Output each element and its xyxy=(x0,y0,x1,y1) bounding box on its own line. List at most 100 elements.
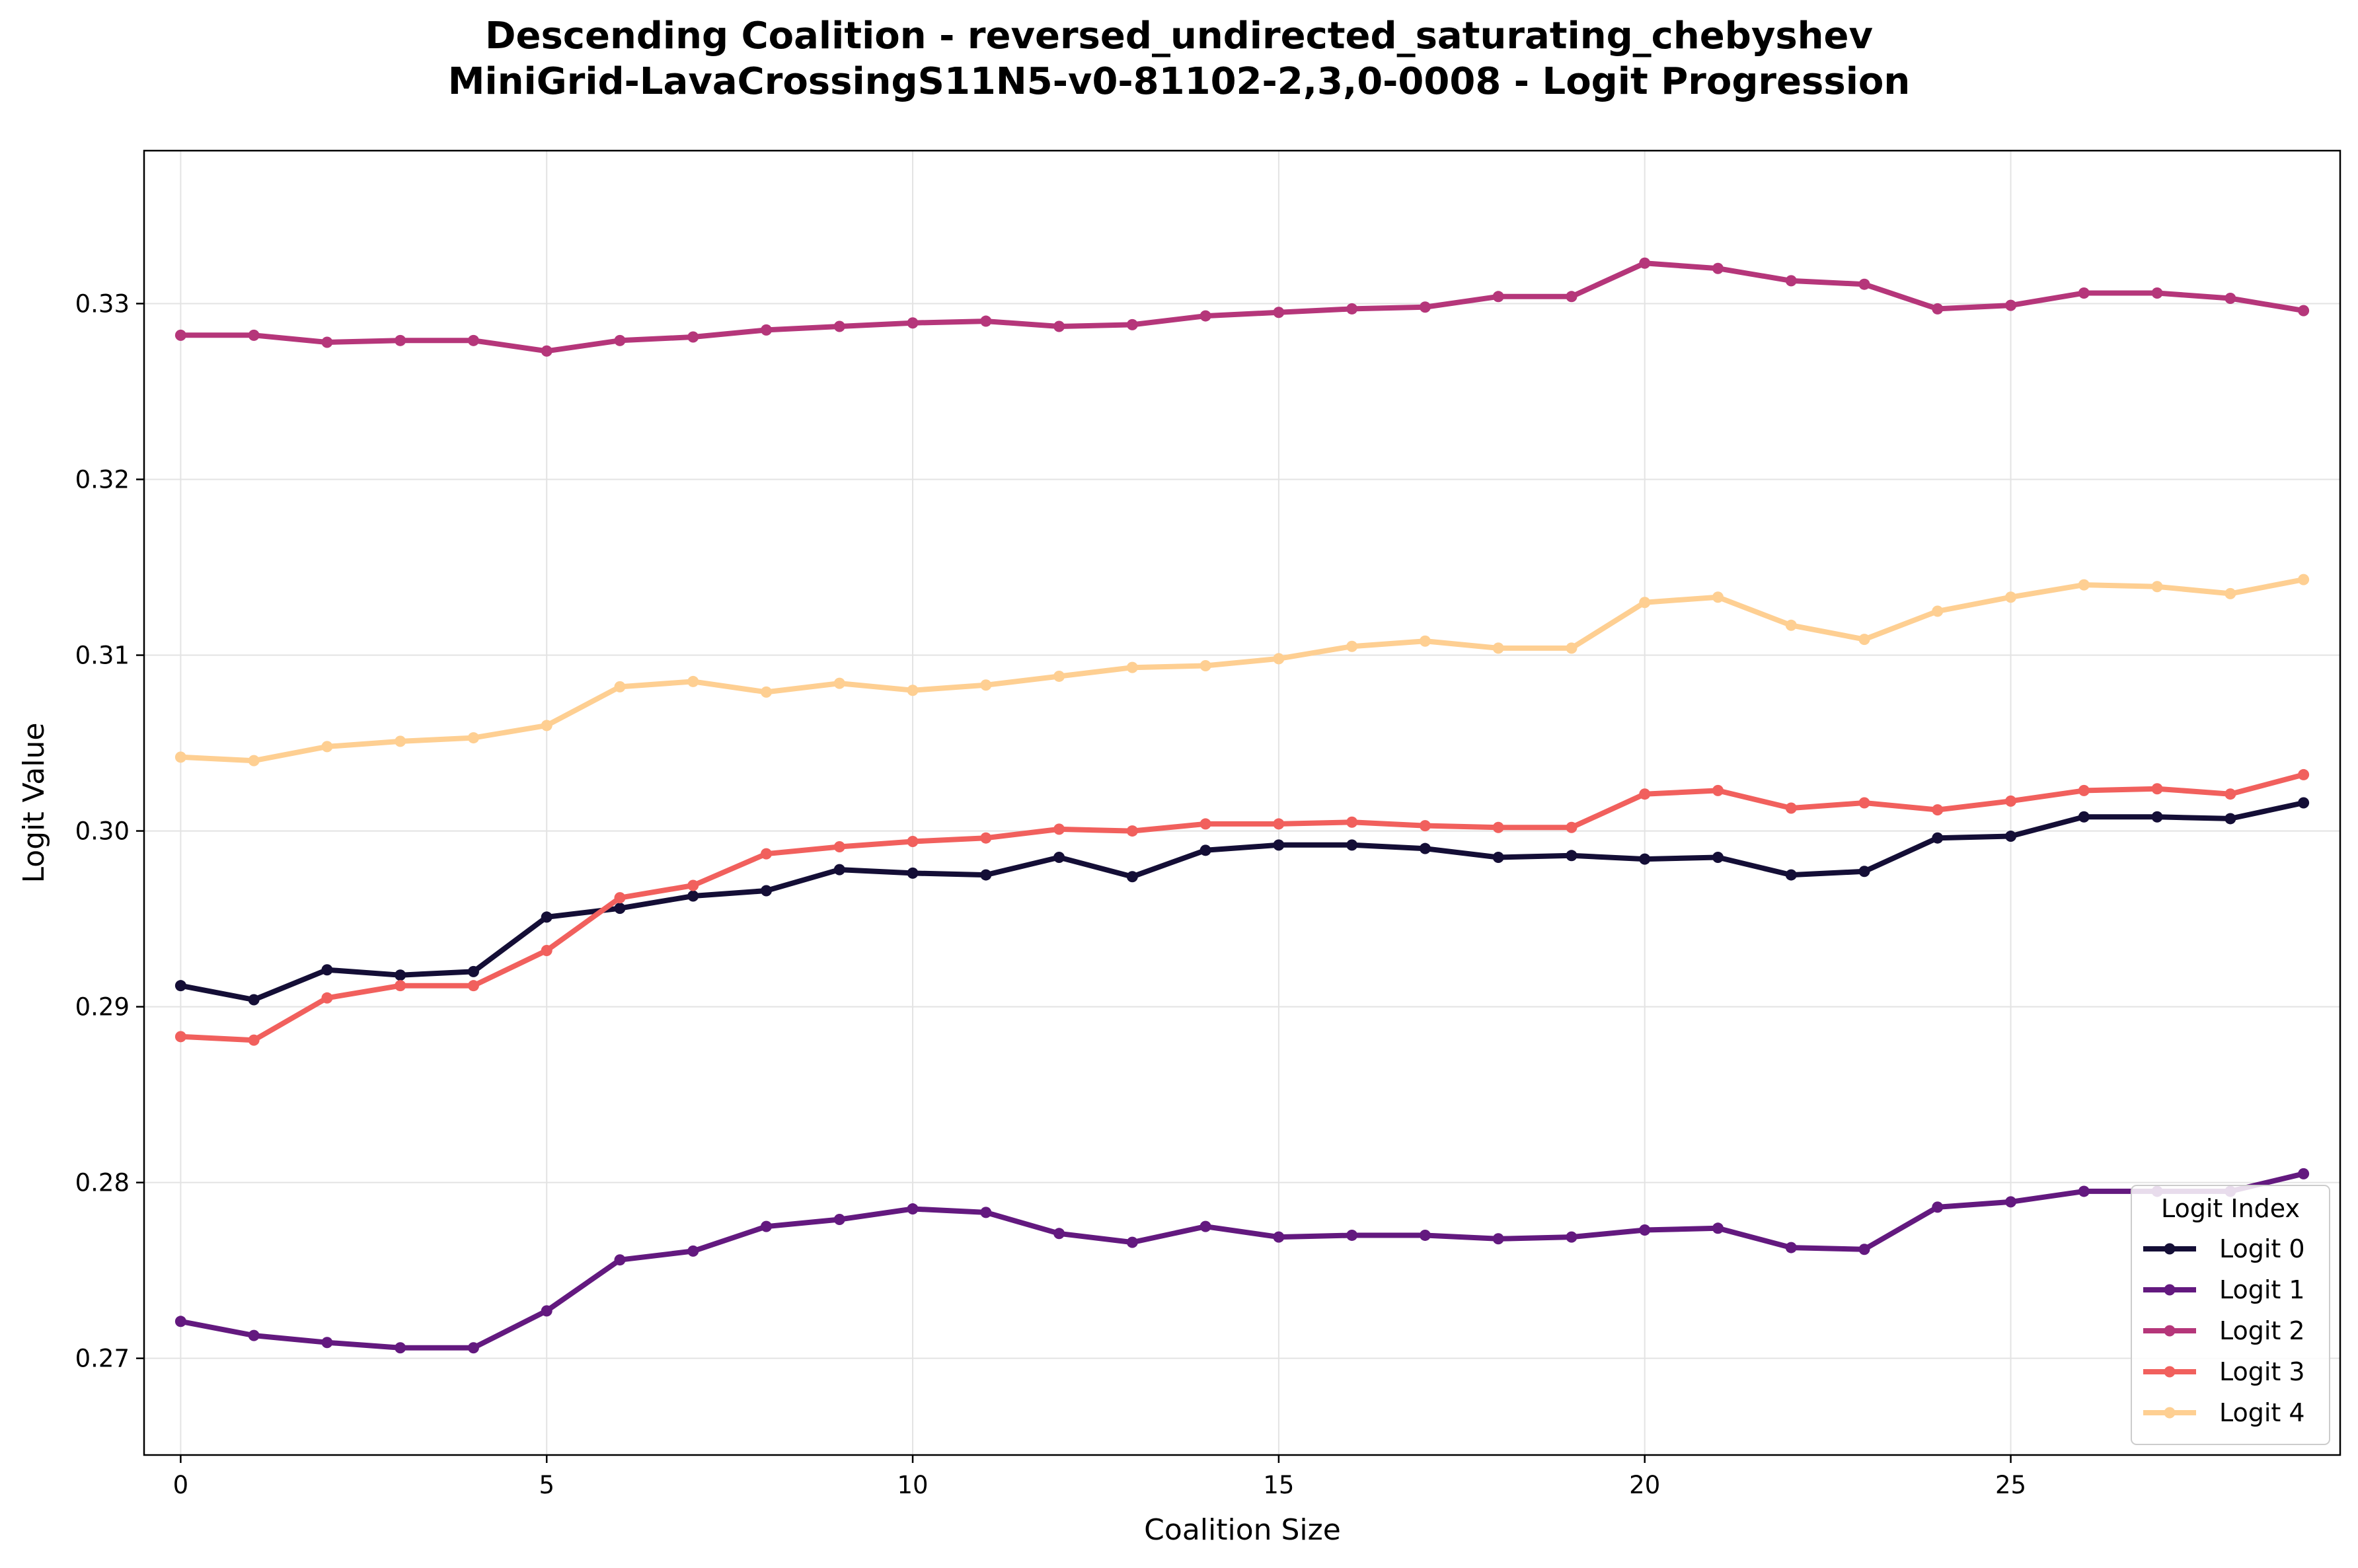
legend: Logit Index Logit 0 Logit 1 Logit 2 Logit 3… xyxy=(2131,1185,2330,1445)
series-logit-1 xyxy=(174,1168,2310,1354)
data-point xyxy=(1492,642,1504,654)
data-point xyxy=(1199,818,1211,830)
data-point xyxy=(2078,784,2090,796)
data-point xyxy=(1785,869,1797,881)
data-point xyxy=(2298,768,2310,780)
data-point xyxy=(1346,839,1358,851)
data-point xyxy=(1199,1220,1211,1232)
x-tick-label: 0 xyxy=(173,1471,189,1499)
plot-frame xyxy=(143,149,2341,1456)
series-line xyxy=(178,1171,2306,1351)
data-point xyxy=(2151,811,2163,823)
data-point xyxy=(1785,1242,1797,1253)
legend-marker xyxy=(2164,1366,2176,1378)
series-logit-4 xyxy=(174,574,2310,766)
data-point xyxy=(1712,1222,1724,1234)
data-point xyxy=(1199,659,1211,671)
data-point xyxy=(321,741,333,753)
data-point xyxy=(2151,287,2163,299)
y-tick-label: 0.29 xyxy=(75,993,130,1022)
data-point xyxy=(1712,851,1724,863)
data-point xyxy=(395,969,406,981)
data-point xyxy=(1126,661,1138,673)
data-point xyxy=(467,1342,479,1354)
data-point xyxy=(614,903,626,915)
x-tick-label: 15 xyxy=(1263,1471,1294,1499)
data-point xyxy=(907,685,919,696)
data-point xyxy=(1566,850,1578,862)
data-point xyxy=(467,980,479,992)
data-point xyxy=(980,315,992,327)
data-point xyxy=(174,329,186,341)
data-point xyxy=(1566,1231,1578,1243)
data-point xyxy=(1346,303,1358,315)
data-point xyxy=(1053,1228,1065,1240)
data-point xyxy=(1419,301,1431,313)
y-tick-label: 0.28 xyxy=(75,1169,130,1197)
data-point xyxy=(761,885,773,897)
legend-label: Logit 1 xyxy=(2219,1275,2305,1304)
data-point xyxy=(1492,821,1504,833)
data-point xyxy=(321,992,333,1004)
data-point xyxy=(248,1034,260,1046)
data-point xyxy=(1419,635,1431,647)
data-point xyxy=(761,848,773,860)
data-point xyxy=(687,331,699,343)
chart-title-line-1: Descending Coalition - reversed_undirect… xyxy=(485,15,1873,57)
data-point xyxy=(2151,783,2163,795)
y-axis-label: Logit Value xyxy=(17,723,51,883)
data-point xyxy=(1932,605,1944,617)
data-point xyxy=(1785,619,1797,631)
data-point xyxy=(321,964,333,976)
data-point xyxy=(1932,303,1944,315)
legend-items: Logit 0 Logit 1 Logit 2 Logit 3 Logit 4 xyxy=(2143,1234,2305,1427)
series-logit-3 xyxy=(174,768,2310,1046)
data-point xyxy=(1785,802,1797,814)
data-point xyxy=(1346,640,1358,652)
data-point xyxy=(174,980,186,992)
data-point xyxy=(174,1031,186,1043)
data-point xyxy=(1566,291,1578,303)
data-point xyxy=(980,679,992,691)
x-axis-label: Coalition Size xyxy=(1144,1513,1341,1547)
data-point xyxy=(833,677,845,689)
data-point xyxy=(614,892,626,904)
data-point xyxy=(248,1329,260,1341)
data-point xyxy=(1126,825,1138,837)
data-point xyxy=(907,867,919,879)
data-point xyxy=(1712,262,1724,274)
data-point xyxy=(467,965,479,977)
data-point xyxy=(248,994,260,1006)
data-point xyxy=(687,1245,699,1257)
data-point xyxy=(1492,291,1504,303)
data-point xyxy=(1492,1233,1504,1245)
data-point xyxy=(2078,579,2090,591)
data-point xyxy=(2078,811,2090,823)
legend-label: Logit 4 xyxy=(2219,1398,2305,1427)
series-line xyxy=(178,772,2306,1043)
data-point xyxy=(1566,642,1578,654)
x-tick-label: 5 xyxy=(539,1471,554,1499)
data-point xyxy=(1639,788,1651,800)
data-point xyxy=(1126,1236,1138,1248)
chart-title-line-2: MiniGrid-LavaCrossingS11N5-v0-81102-2,3,… xyxy=(448,60,1910,103)
data-point xyxy=(1858,866,1870,877)
data-point xyxy=(980,1207,992,1218)
data-point xyxy=(248,329,260,341)
data-point xyxy=(1346,1229,1358,1241)
data-point xyxy=(1346,816,1358,828)
data-point xyxy=(1273,307,1285,318)
data-point xyxy=(1712,591,1724,603)
data-point xyxy=(833,1214,845,1226)
series-line xyxy=(178,577,2306,764)
data-point xyxy=(907,836,919,848)
data-point xyxy=(541,720,552,731)
legend-label: Logit 3 xyxy=(2219,1357,2305,1386)
data-point xyxy=(833,841,845,853)
data-point xyxy=(1932,1201,1944,1213)
x-tick-label: 10 xyxy=(897,1471,929,1499)
data-point xyxy=(321,1337,333,1349)
data-point xyxy=(1419,1229,1431,1241)
